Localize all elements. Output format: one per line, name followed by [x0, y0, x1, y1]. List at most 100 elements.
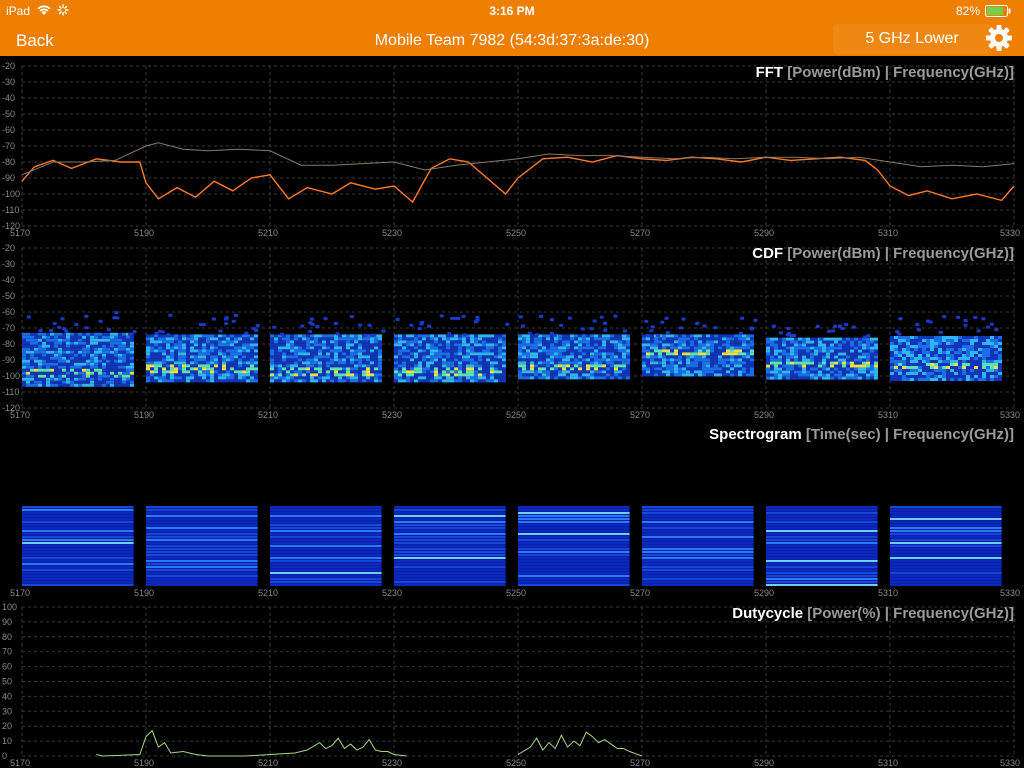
cdf-outlier [649, 329, 654, 333]
cdf-outlier [315, 324, 320, 328]
spectrogram-row [146, 581, 258, 583]
cdf-cell [490, 334, 494, 338]
cdf-cell [114, 341, 118, 345]
cdf-cell [122, 332, 126, 336]
spectrogram-row [146, 575, 258, 577]
cdf-cell [786, 337, 790, 341]
cdf-cell [574, 343, 578, 347]
cdf-outlier [623, 329, 628, 333]
cdf-cell [682, 352, 686, 356]
cdf-cell [366, 352, 370, 356]
cdf-cell [870, 346, 874, 350]
cdf-cell [570, 373, 574, 377]
cdf-cell [782, 352, 786, 356]
cdf-cell [342, 364, 346, 368]
spectrogram-row [394, 548, 506, 550]
cdf-cell [74, 338, 78, 342]
cdf-cell [574, 373, 578, 377]
back-button[interactable]: Back [16, 31, 54, 50]
cdf-cell [902, 339, 906, 342]
cdf-cell [590, 352, 594, 356]
cdf-cell [418, 379, 422, 383]
cdf-cell [354, 379, 358, 383]
cdf-cell [174, 352, 178, 356]
cdf-cell [914, 351, 918, 354]
cdf-cell [334, 358, 338, 362]
cdf-cell [806, 364, 810, 368]
band-selector-button[interactable]: 5 GHz Lower [833, 24, 991, 54]
cdf-cell [538, 376, 542, 380]
cdf-cell [274, 376, 278, 380]
cdf-cell [434, 340, 438, 344]
spectrogram-row [270, 578, 382, 580]
cdf-cell [302, 376, 306, 380]
cdf-cell [766, 376, 770, 380]
cdf-cell [110, 347, 114, 351]
cdf-cell [650, 370, 654, 374]
cdf-cell [302, 361, 306, 365]
cdf-cell [686, 343, 690, 347]
cdf-cell [94, 377, 98, 381]
cdf-cell [126, 359, 130, 363]
cdf-cell [622, 373, 626, 377]
cdf-cell [334, 337, 338, 341]
cdf-cell [738, 343, 742, 347]
spectrogram-row [146, 521, 258, 523]
cdf-cell [118, 380, 122, 384]
cdf-cell [774, 343, 778, 347]
cdf-cell [570, 343, 574, 347]
cdf-cell [926, 363, 930, 366]
cdf-cell [578, 349, 582, 353]
cdf-cell [722, 373, 726, 377]
cdf-cell [566, 340, 570, 344]
cdf-outlier [427, 324, 432, 328]
cdf-cell [334, 346, 338, 350]
cdf-cell [518, 343, 522, 347]
cdf-cell [766, 349, 770, 353]
cdf-cell [370, 361, 374, 365]
cdf-cell [582, 343, 586, 347]
cdf-cell [194, 373, 198, 377]
cdf-cell [118, 368, 122, 372]
cdf-cell [410, 340, 414, 344]
cdf-cell [246, 373, 250, 377]
cdf-y-tick-label: -30 [2, 259, 15, 269]
cdf-cell [486, 367, 490, 371]
cdf-cell [786, 376, 790, 380]
cdf-cell [526, 352, 530, 356]
cdf-cell [602, 340, 606, 344]
cdf-cell [326, 376, 330, 380]
cdf-cell [350, 340, 354, 344]
cdf-cell [74, 356, 78, 360]
gear-icon[interactable] [983, 22, 1015, 54]
cdf-cell [530, 367, 534, 371]
spectrogram-row [22, 512, 134, 514]
cdf-cell [626, 349, 630, 353]
spectrogram-row [146, 584, 258, 586]
cdf-cell [30, 356, 34, 360]
cdf-cell [906, 375, 910, 378]
cdf-cell [810, 361, 814, 365]
cdf-cell [502, 361, 506, 365]
cdf-outlier [74, 323, 79, 327]
cdf-cell [946, 351, 950, 354]
cdf-cell [242, 349, 246, 353]
cdf-cell [810, 370, 814, 374]
cdf-cell [290, 337, 294, 341]
cdf-cell [978, 378, 982, 381]
cdf-cell [122, 338, 126, 342]
cdf-cell [186, 379, 190, 383]
spectrogram-row [146, 539, 258, 541]
cdf-cell [410, 379, 414, 383]
cdf-outlier [38, 329, 43, 333]
cdf-cell [170, 370, 174, 374]
cdf-cell [234, 340, 238, 344]
cdf-cell [314, 364, 318, 368]
cdf-cell [730, 364, 734, 368]
cdf-cell [466, 373, 470, 377]
cdf-cell [330, 346, 334, 350]
cdf-cell [650, 346, 654, 350]
cdf-cell [22, 344, 26, 348]
cdf-cell [486, 364, 490, 368]
cdf-cell [298, 334, 302, 338]
